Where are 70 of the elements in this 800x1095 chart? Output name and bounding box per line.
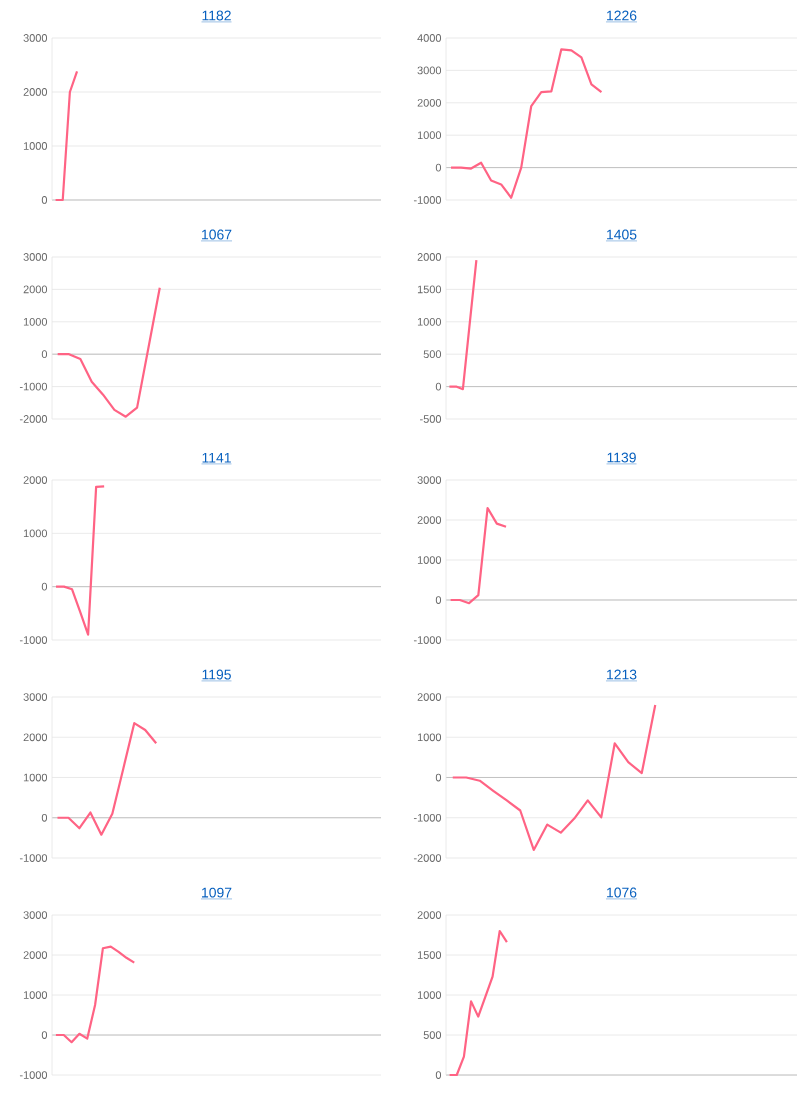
line-series bbox=[448, 929, 508, 1077]
y-tick-label: -1000 bbox=[413, 196, 442, 204]
y-tick-label: 500 bbox=[423, 1031, 442, 1039]
chart-title: 1195 bbox=[202, 669, 231, 680]
y-tick-label: 1500 bbox=[417, 285, 442, 294]
line-series bbox=[451, 703, 657, 852]
y-tick-label: 2000 bbox=[417, 693, 442, 701]
y-tick-label: 0 bbox=[435, 773, 442, 782]
y-tick-label: 2000 bbox=[417, 253, 442, 261]
chart-title: 1076 bbox=[607, 887, 637, 898]
y-tick-label: -2000 bbox=[19, 415, 48, 423]
chart-title: 1226 bbox=[607, 10, 637, 21]
y-tick-label: -500 bbox=[420, 415, 442, 423]
y-tick-label: 2000 bbox=[23, 951, 48, 959]
y-tick-label: -1000 bbox=[19, 854, 48, 862]
y-tick-label: 1000 bbox=[417, 317, 442, 326]
y-tick-label: 2000 bbox=[23, 476, 48, 484]
y-tick-label: 3000 bbox=[23, 34, 48, 42]
y-tick-label: 0 bbox=[435, 163, 442, 172]
y-tick-label: 3000 bbox=[23, 693, 48, 701]
y-tick-label: 1000 bbox=[23, 529, 48, 538]
y-tick-label: 1000 bbox=[417, 556, 442, 564]
y-tick-label: 0 bbox=[41, 196, 48, 204]
y-tick-label: -1000 bbox=[413, 813, 442, 822]
y-tick-label: 1000 bbox=[417, 131, 442, 140]
y-tick-label: 2000 bbox=[23, 285, 48, 294]
y-tick-label: 1000 bbox=[23, 991, 48, 999]
y-tick-label: 3000 bbox=[417, 66, 442, 75]
y-tick-label: 3000 bbox=[23, 911, 48, 919]
line-series bbox=[449, 48, 603, 199]
chart-title: 1182 bbox=[202, 10, 231, 21]
line-series bbox=[54, 485, 106, 636]
y-tick-label: -1000 bbox=[19, 382, 48, 391]
y-tick-label: 1000 bbox=[417, 991, 442, 999]
line-series bbox=[449, 506, 508, 605]
y-tick-label: 1000 bbox=[417, 733, 442, 742]
y-tick-label: 2000 bbox=[417, 98, 442, 107]
chart-title: 1067 bbox=[202, 229, 232, 240]
y-tick-label: 1500 bbox=[417, 951, 442, 959]
chart-title: 1405 bbox=[607, 229, 637, 240]
y-tick-label: 4000 bbox=[417, 34, 442, 42]
y-tick-label: 2000 bbox=[417, 911, 442, 919]
y-tick-label: 3000 bbox=[417, 476, 442, 484]
y-tick-label: 1000 bbox=[23, 317, 48, 326]
y-tick-label: 0 bbox=[435, 1071, 442, 1079]
y-tick-label: -1000 bbox=[413, 636, 442, 644]
line-series bbox=[56, 286, 161, 418]
y-tick-label: 0 bbox=[41, 582, 48, 591]
y-tick-label: 0 bbox=[435, 382, 442, 391]
y-tick-label: 0 bbox=[41, 813, 48, 822]
chart-title: 1097 bbox=[202, 887, 232, 898]
y-tick-label: 1000 bbox=[23, 773, 48, 782]
y-tick-label: 2000 bbox=[417, 516, 442, 524]
y-tick-label: -1000 bbox=[19, 1071, 48, 1079]
y-tick-label: 0 bbox=[435, 596, 442, 604]
y-tick-label: 500 bbox=[423, 350, 442, 359]
y-tick-label: -1000 bbox=[19, 636, 48, 644]
line-series bbox=[448, 259, 478, 391]
y-tick-label: 0 bbox=[41, 350, 48, 359]
y-tick-label: -2000 bbox=[413, 854, 442, 862]
chart-title: 1139 bbox=[607, 452, 636, 463]
y-tick-label: 2000 bbox=[23, 88, 48, 96]
chart-title: 1213 bbox=[607, 669, 637, 680]
chart-title: 1141 bbox=[202, 452, 231, 463]
y-tick-label: 2000 bbox=[23, 733, 48, 742]
y-tick-label: 1000 bbox=[23, 142, 48, 150]
y-tick-label: 3000 bbox=[23, 253, 48, 261]
line-series bbox=[56, 722, 158, 836]
line-series bbox=[54, 945, 136, 1044]
y-tick-label: 0 bbox=[41, 1031, 48, 1039]
